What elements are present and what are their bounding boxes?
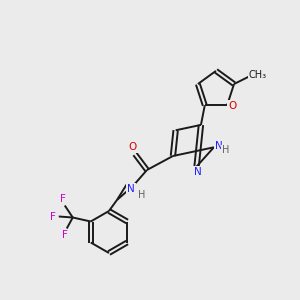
Text: N: N bbox=[127, 184, 135, 194]
Text: H: H bbox=[138, 190, 146, 200]
Text: O: O bbox=[129, 142, 137, 152]
Text: N: N bbox=[194, 167, 201, 176]
Text: F: F bbox=[62, 230, 68, 239]
Text: CH₃: CH₃ bbox=[249, 70, 267, 80]
Text: O: O bbox=[228, 101, 236, 111]
Text: N: N bbox=[215, 141, 223, 151]
Text: F: F bbox=[50, 212, 56, 221]
Text: H: H bbox=[222, 145, 230, 155]
Text: F: F bbox=[60, 194, 66, 205]
